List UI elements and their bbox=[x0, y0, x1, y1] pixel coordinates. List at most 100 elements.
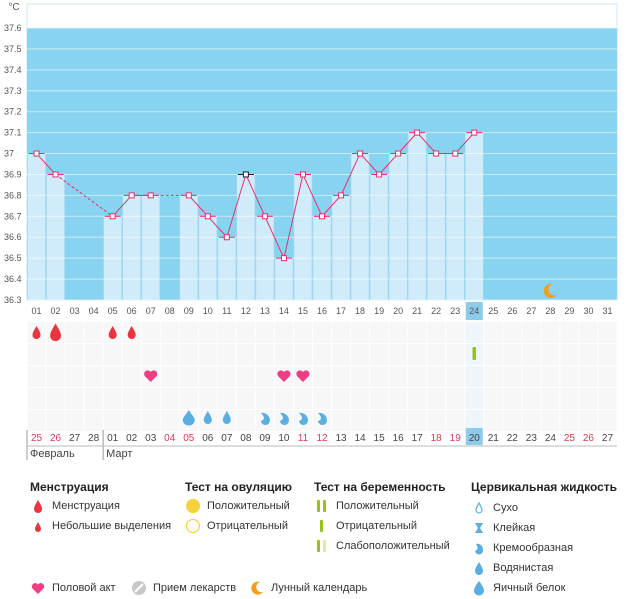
y-tick-label: 36.3 bbox=[4, 295, 22, 305]
symptom-cell bbox=[446, 410, 465, 431]
cycle-day-label: 25 bbox=[488, 306, 498, 316]
test-positive-marker bbox=[472, 347, 477, 360]
symptom-cell bbox=[389, 322, 408, 343]
temperature-segment bbox=[359, 153, 380, 175]
symptom-cell bbox=[293, 344, 312, 365]
symptom-cell bbox=[103, 366, 122, 387]
watery-icon bbox=[471, 560, 487, 576]
symptom-cell bbox=[541, 366, 560, 387]
menstruation-drop-icon bbox=[127, 326, 136, 339]
temperature-point bbox=[261, 213, 268, 220]
symptom-cell bbox=[179, 322, 198, 343]
legend-moon: Лунный календарь bbox=[249, 580, 367, 596]
symptom-cell bbox=[598, 322, 617, 343]
symptom-cell bbox=[579, 410, 598, 431]
cycle-day-label: 03 bbox=[70, 306, 80, 316]
symptom-cell bbox=[598, 366, 617, 387]
symptom-cell bbox=[541, 410, 560, 431]
symptom-cell bbox=[332, 410, 351, 431]
temperature-point bbox=[357, 150, 364, 157]
menstruation-drop-icon bbox=[32, 326, 41, 339]
temperature-bar bbox=[426, 153, 446, 301]
cycle-day-label: 22 bbox=[431, 306, 441, 316]
dry-icon bbox=[471, 500, 487, 516]
date-label: 10 bbox=[278, 433, 290, 444]
y-tick-label: 36.8 bbox=[4, 190, 22, 200]
sticky-icon bbox=[471, 520, 487, 536]
symptom-cell bbox=[446, 344, 465, 365]
legend-fluid-creamy: Кремообразная bbox=[471, 540, 573, 556]
cycle-day-label: 26 bbox=[507, 306, 517, 316]
ovulation-negative-icon bbox=[185, 518, 201, 534]
legend-fluid-eggwhite: Яичный белок bbox=[471, 580, 565, 596]
cervical-fluid-creamy-icon bbox=[318, 412, 328, 426]
temperature-point bbox=[414, 129, 421, 136]
date-label: 27 bbox=[69, 433, 81, 444]
date-label: 02 bbox=[126, 433, 138, 444]
date-label: 19 bbox=[450, 433, 462, 444]
symptom-cell bbox=[84, 322, 103, 343]
temperature-bar bbox=[122, 195, 141, 301]
legend-fluid-dry-label: Сухо bbox=[493, 502, 518, 514]
temperature-segment bbox=[112, 195, 133, 217]
bbt-chart: °C 36.3 36.4 36.5 36.6 36.7 36.8 36.9 37 37.1 37.2… bbox=[4, 2, 618, 460]
symptom-cell bbox=[274, 344, 293, 365]
temperature-segment bbox=[321, 195, 342, 217]
symptom-cell bbox=[84, 410, 103, 431]
temperature-point bbox=[395, 150, 402, 157]
symptom-cell bbox=[293, 388, 312, 409]
symptom-cell bbox=[579, 322, 598, 343]
symptom-cell bbox=[579, 366, 598, 387]
temperature-segment bbox=[302, 174, 323, 217]
symptom-cell bbox=[465, 388, 484, 409]
legend-pregnancy-negative: Отрицательный bbox=[314, 518, 417, 534]
cycle-day-label: 16 bbox=[317, 306, 327, 316]
symptom-cell bbox=[427, 388, 446, 409]
date-label: 16 bbox=[393, 433, 405, 444]
cycle-day-label: 08 bbox=[165, 306, 175, 316]
temperature-segment bbox=[207, 215, 228, 238]
cycle-day-label: 30 bbox=[583, 306, 593, 316]
symptom-cell bbox=[141, 388, 160, 409]
date-label: 13 bbox=[335, 433, 347, 444]
date-label: 25 bbox=[564, 433, 576, 444]
legend-medication: Прием лекарств bbox=[131, 580, 236, 596]
symptom-cell bbox=[198, 344, 217, 365]
date-label: 08 bbox=[240, 433, 252, 444]
temperature-bar bbox=[445, 153, 465, 301]
date-label: 17 bbox=[412, 433, 424, 444]
symptom-cell bbox=[84, 344, 103, 365]
y-tick-label: 37.1 bbox=[4, 128, 22, 138]
cycle-day-label: 23 bbox=[450, 306, 460, 316]
symptom-cell bbox=[255, 366, 274, 387]
month-label: Март bbox=[106, 448, 132, 460]
y-tick-label: 36.5 bbox=[4, 253, 22, 263]
moon-phase-icon bbox=[543, 283, 557, 298]
symptom-cell bbox=[27, 366, 46, 387]
date-label: 15 bbox=[374, 433, 386, 444]
temperature-bar bbox=[217, 236, 237, 301]
cycle-day-label: 20 bbox=[393, 306, 403, 316]
symptom-cell bbox=[141, 322, 160, 343]
symptom-cell bbox=[255, 388, 274, 409]
symptom-cell bbox=[598, 410, 617, 431]
symptom-cell bbox=[332, 344, 351, 365]
date-label: 01 bbox=[107, 433, 119, 444]
symptom-cell bbox=[236, 410, 255, 431]
pregnancy-negative-icon bbox=[314, 518, 330, 534]
current-date-highlight bbox=[465, 428, 483, 445]
symptom-cell bbox=[65, 388, 84, 409]
heart-icon bbox=[277, 370, 291, 382]
symptom-cell bbox=[389, 344, 408, 365]
symptom-cell bbox=[141, 344, 160, 365]
temperature-point bbox=[471, 129, 478, 136]
legend-fluid-title: Цервикальная жидкость bbox=[471, 480, 618, 494]
legend-pregnancy-positive-label: Положительный bbox=[336, 500, 419, 512]
temperature-point bbox=[319, 213, 325, 220]
symptom-cell bbox=[484, 366, 503, 387]
symptom-cell bbox=[179, 366, 198, 387]
legend-fluid-sticky-label: Клейкая bbox=[493, 522, 536, 534]
cycle-day-label: 27 bbox=[526, 306, 536, 316]
y-unit-label: °C bbox=[8, 2, 19, 13]
legend-ovulation-positive-label: Положительный bbox=[207, 500, 290, 512]
